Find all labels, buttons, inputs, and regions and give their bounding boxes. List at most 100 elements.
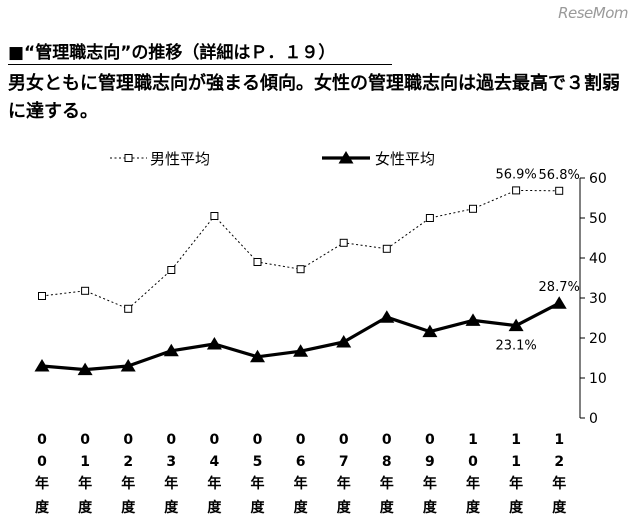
x-axis-categories: 0 0 年度 0 1 年度 0 2 年度 0 3 年度 0 4 年度 0 5 年度 0 6 年度 0 7 年度 0 8 年度 0 9 年度… [35,432,567,516]
x-category-label: 5 [253,454,263,470]
series-layer [34,186,567,376]
x-category-label: 度 [380,499,395,516]
male-average-point [425,214,434,222]
y-tick-label: 30 [589,291,607,307]
x-category-label: 0 [253,432,263,448]
x-category-label: 度 [121,499,136,516]
x-category-label: 0 [425,432,435,448]
y-tick-label: 60 [589,171,607,187]
female-average-point [163,343,179,357]
x-category-label: 度 [207,499,222,516]
data-label: 56.8% [539,168,580,183]
x-category-label: 0 [123,432,133,448]
female-average-point [508,318,524,332]
male-average-point [167,266,176,274]
x-category-label: 度 [466,499,481,516]
x-category-label: 1 [511,432,521,448]
x-category-label: 0 [296,432,306,448]
x-category-label: 度 [337,499,352,516]
female-average-point [120,359,136,372]
female-average-point [465,313,481,326]
y-tick-label: 0 [589,411,598,427]
x-category-label: 1 [80,454,90,470]
x-category-label: 度 [78,499,93,516]
y-tick-label: 20 [589,331,607,347]
y-axis: 0 10 20 30 40 50 60 [579,171,607,427]
x-category-label: 0 [37,454,47,470]
male-average-point [253,258,262,266]
y-tick-label: 50 [589,211,607,227]
x-category-label: 年 [35,475,49,492]
male-average-point [296,265,305,274]
x-category-label: 年 [164,475,178,492]
female-average-point [379,310,395,323]
legend-male-swatch-marker [124,154,133,162]
x-category-label: 0 [37,432,47,448]
female-average-point [336,335,352,348]
male-average-point [382,244,391,253]
x-category-label: 度 [509,499,524,516]
male-average-point [210,212,219,220]
x-category-label: 1 [554,432,564,448]
chart-subtitle: 男女ともに管理職志向が強まる傾向。女性の管理職志向は過去最高で３割弱に達する。 [8,73,620,122]
x-category-label: 0 [166,432,176,448]
chart-heading: ■“管理職志向”の推移（詳細はＰ．１９） [8,43,336,63]
x-category-label: 度 [552,499,567,516]
legend-male-label: 男性平均 [150,150,210,168]
male-average-point [124,304,133,313]
x-category-label: 0 [468,454,478,470]
legend-female-label: 女性平均 [375,150,435,168]
x-category-label: 年 [251,475,265,492]
female-average-point [77,362,93,376]
female-average-point [206,337,222,350]
female-average-point [551,296,567,309]
x-category-label: 度 [35,499,50,516]
heading-underline [8,64,392,65]
x-category-label: 8 [382,454,392,470]
male-average-point [81,286,90,295]
data-label: 56.9% [495,167,536,182]
x-category-label: 度 [164,499,179,516]
x-category-label: 年 [466,475,480,492]
data-label: 23.1% [495,339,536,354]
x-category-label: 年 [380,475,394,492]
male-average-point [555,186,564,195]
x-category-label: 年 [337,475,351,492]
x-category-label: 2 [123,454,133,470]
y-tick-label: 40 [589,251,607,267]
male-average-point [339,238,348,247]
data-label: 28.7% [539,280,580,295]
female-average-point [250,349,265,363]
legend-female-swatch-marker [338,151,354,164]
x-category-label: 度 [423,499,438,516]
x-category-label: 度 [251,499,266,516]
x-category-label: 0 [80,432,90,448]
x-category-label: 年 [207,475,221,492]
x-category-label: 年 [552,475,566,492]
male-average-point [512,186,521,195]
x-category-label: 度 [294,499,309,516]
y-tick-label: 10 [589,371,607,387]
female-average-line [41,301,560,372]
x-category-label: 6 [296,454,306,470]
x-category-label: 年 [423,475,437,492]
x-category-label: 0 [210,432,220,448]
x-category-label: 7 [339,454,349,470]
resemom-watermark: ReseMom [558,4,628,22]
female-average-point [422,324,438,338]
x-category-label: 0 [382,432,392,448]
data-label-layer: 56.9% 56.8% 23.1% 28.7% [495,167,579,353]
x-category-label: 4 [210,454,220,470]
x-category-label: 1 [511,454,521,470]
female-average-point [293,344,309,357]
chart-legend: 男性平均 女性平均 [110,150,435,168]
x-category-label: 2 [554,454,564,470]
x-category-label: 年 [121,475,135,492]
x-category-label: 年 [78,475,92,492]
x-category-label: 年 [294,475,308,492]
female-average-point [34,359,50,372]
x-category-label: 年 [509,475,523,492]
male-average-point [469,204,477,213]
x-category-label: 1 [468,432,478,448]
